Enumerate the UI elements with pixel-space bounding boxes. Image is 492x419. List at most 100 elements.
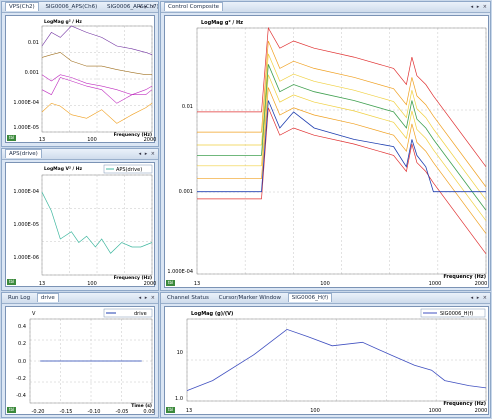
legend-label: SIG0006_H(f): [440, 311, 473, 317]
x-axis-label: Time (s): [131, 403, 152, 409]
plot-frame: [41, 25, 153, 133]
tab-vps-ch2[interactable]: VPS(Ch2): [5, 2, 39, 11]
panel-controls[interactable]: ◂ ▸ ×: [470, 4, 488, 10]
y-tick-label: -0.4: [16, 393, 26, 399]
y-axis-label: V: [32, 311, 36, 317]
plot-control-composite[interactable]: LogMag g² / Hz Frequency (Hz) 0.01 0.001…: [164, 15, 489, 288]
y-tick-label: 1.000E-04: [167, 269, 193, 275]
tab-channel-status[interactable]: Channel Status: [167, 295, 209, 301]
x-axis-label: Frequency (Hz): [443, 401, 486, 407]
series-line: [186, 328, 487, 391]
x-tick-label: 2000: [144, 137, 156, 143]
x-tick-label: 1000: [429, 281, 442, 287]
y-tick-label: 0.01: [28, 40, 39, 46]
tab-aps-drive[interactable]: APS(drive): [5, 149, 42, 158]
series-line: [41, 52, 152, 76]
legend-label: APS(drive): [116, 167, 142, 173]
tolerance-line: [197, 107, 487, 255]
x-tick-label: 100: [87, 137, 97, 143]
y-tick-label: 0.01: [182, 104, 193, 110]
y-tick-label: 1.0: [175, 396, 183, 402]
y-tick-label: 1.000E-04: [13, 100, 39, 106]
plot-aps-channels[interactable]: LogMag g² / Hz Frequency (Hz) 0.01 0.001…: [5, 15, 156, 143]
tab-drive[interactable]: drive: [36, 293, 59, 302]
panel-tabbar: VPS(Ch2) SIG0006_APS(Ch6) SIG0006_APS(Ch…: [2, 2, 158, 13]
tab-aps-ch7[interactable]: SIG0006_APS(Ch7): [107, 4, 158, 10]
legend-label: drive: [134, 311, 147, 317]
panel-controls[interactable]: ◂ ▸ ×: [138, 4, 156, 10]
corner-toggle[interactable]: tbl: [166, 407, 175, 413]
x-tick-label: 0.00: [143, 409, 154, 415]
panel-aps-channels: VPS(Ch2) SIG0006_APS(Ch6) SIG0006_APS(Ch…: [1, 1, 159, 147]
y-tick-label: 0.001: [179, 189, 193, 195]
plot-frame: [186, 318, 487, 402]
x-tick-label: 13: [39, 137, 45, 143]
y-axis-label: LogMag g² / Hz: [201, 20, 243, 26]
x-tick-label: -0.20: [32, 409, 45, 415]
tab-aps-ch6[interactable]: SIG0006_APS(Ch6): [45, 4, 98, 10]
tolerance-line: [197, 53, 487, 201]
series-line: [41, 74, 153, 95]
legend-box: [420, 308, 486, 318]
x-tick-label: 13: [39, 281, 45, 287]
tolerance-line: [197, 74, 487, 221]
x-tick-label: -0.10: [88, 409, 101, 415]
legend-box: [103, 308, 153, 318]
panel-tabbar: Control Composite: [161, 2, 490, 13]
y-axis-label: LogMag V² / Hz: [44, 166, 82, 172]
series-line: [41, 192, 153, 254]
y-tick-label: 0.001: [25, 70, 39, 76]
tab-control-composite[interactable]: Control Composite: [164, 2, 223, 11]
tab-cursor-marker[interactable]: Cursor/Marker Window: [218, 295, 281, 301]
panel-tabbar: Channel Status Cursor/Marker Window SIG0…: [161, 293, 490, 304]
chart-aps-channels: LogMag g² / Hz Frequency (Hz) 0.01 0.001…: [13, 19, 156, 143]
panel-drive-time: Run Log drive ◂ ▸ × V drive Time (s) 0.4…: [1, 292, 159, 418]
chart-transfer-function: LogMag (g)/(V) SIG0006_H(f) Frequency (H…: [175, 308, 488, 414]
y-axis-label: LogMag g² / Hz: [44, 19, 82, 25]
corner-toggle[interactable]: tbl: [7, 279, 16, 285]
chart-aps-drive: LogMag V² / Hz APS(drive) Frequency (Hz)…: [13, 164, 156, 287]
series-line: [197, 64, 487, 211]
y-tick-label: 0.0: [18, 359, 26, 365]
y-axis-label: LogMag (g)/(V): [191, 311, 233, 317]
series-line: [41, 25, 153, 55]
y-tick-label: 1.000E-04: [13, 189, 39, 195]
corner-toggle[interactable]: tbl: [7, 135, 16, 141]
panel-tabbar: Run Log drive: [2, 293, 158, 304]
plot-frame: [29, 318, 153, 404]
corner-toggle[interactable]: tbl: [7, 407, 16, 413]
y-tick-label: 0.4: [18, 324, 26, 330]
x-axis-label: Frequency (Hz): [443, 274, 486, 280]
panel-aps-drive: APS(drive) ◂ ▸ × LogMag V² / Hz APS(driv…: [1, 148, 159, 291]
tolerance-line: [197, 87, 487, 234]
y-tick-label: 0.2: [18, 341, 26, 347]
y-tick-label: 1.000E-06: [13, 255, 39, 261]
y-tick-label: 1.000E-05: [13, 222, 39, 228]
plot-drive-time[interactable]: V drive Time (s) 0.4 0.2 0.0 -0.2 -0.4 -…: [5, 306, 155, 415]
panel-control-composite: Control Composite ◂ ▸ × LogMag g² / Hz F…: [160, 1, 491, 291]
corner-toggle[interactable]: tbl: [166, 280, 175, 286]
x-tick-label: -0.15: [60, 409, 73, 415]
x-tick-label: 100: [87, 281, 97, 287]
chart-control-composite: LogMag g² / Hz Frequency (Hz) 0.01 0.001…: [167, 20, 487, 287]
x-axis-label: Frequency (Hz): [114, 132, 152, 138]
x-axis-label: Frequency (Hz): [114, 275, 152, 281]
tab-sig0006-hf[interactable]: SIG0006_H(f): [287, 293, 333, 302]
x-tick-label: 13: [186, 408, 192, 414]
panel-controls[interactable]: ◂ ▸ ×: [470, 295, 488, 301]
series-line: [41, 102, 153, 124]
x-tick-label: 13: [194, 281, 200, 287]
x-tick-label: -0.05: [116, 409, 129, 415]
plot-aps-drive[interactable]: LogMag V² / Hz APS(drive) Frequency (Hz)…: [5, 162, 156, 287]
chart-drive-time: V drive Time (s) 0.4 0.2 0.0 -0.2 -0.4 -…: [16, 308, 155, 415]
x-tick-label: 100: [320, 281, 330, 287]
plot-transfer-function[interactable]: LogMag (g)/(V) SIG0006_H(f) Frequency (H…: [164, 306, 489, 415]
panel-controls[interactable]: ◂ ▸ ×: [138, 295, 156, 301]
tolerance-line: [197, 26, 487, 168]
panel-controls[interactable]: ◂ ▸ ×: [138, 151, 156, 157]
plot-frame: [196, 27, 487, 275]
x-tick-label: 2000: [475, 408, 488, 414]
series-line: [197, 100, 486, 193]
y-tick-label: -0.2: [16, 376, 26, 382]
tab-run-log[interactable]: Run Log: [8, 295, 31, 301]
